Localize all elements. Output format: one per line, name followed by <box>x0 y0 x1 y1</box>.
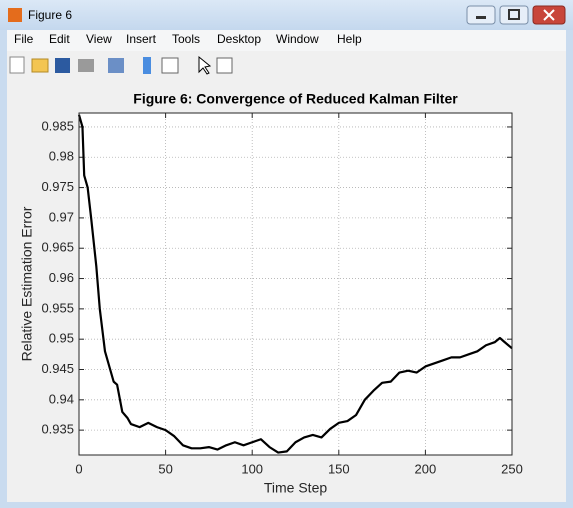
menu-item[interactable]: View <box>86 32 112 46</box>
property-icon[interactable] <box>216 57 233 74</box>
y-tick-label: 0.985 <box>41 118 74 133</box>
y-tick-label: 0.97 <box>49 209 74 224</box>
menu-bar <box>7 30 566 51</box>
y-tick-label: 0.98 <box>49 149 74 164</box>
close-icon <box>543 9 555 21</box>
y-tick-label: 0.945 <box>41 361 74 376</box>
x-tick-label: 150 <box>328 461 350 476</box>
menu-item[interactable]: Insert <box>126 32 157 46</box>
y-tick-label: 0.935 <box>41 422 74 437</box>
link-icon[interactable] <box>108 58 124 73</box>
print-icon[interactable] <box>78 59 94 72</box>
y-axis-label: Relative Estimation Error <box>19 206 35 361</box>
x-axis-label: Time Step <box>264 480 327 496</box>
maximize-button[interactable] <box>499 5 529 25</box>
legend-icon[interactable] <box>161 57 179 74</box>
new-icon[interactable] <box>9 56 25 74</box>
minimize-button[interactable] <box>466 5 496 25</box>
y-tick-label: 0.94 <box>49 391 74 406</box>
x-tick-label: 50 <box>158 461 172 476</box>
axes-box <box>78 112 513 456</box>
app-icon <box>8 8 22 22</box>
menu-item[interactable]: Help <box>337 32 362 46</box>
x-tick-label: 200 <box>415 461 437 476</box>
minimize-icon <box>476 16 486 19</box>
y-tick-label: 0.96 <box>49 270 74 285</box>
maximize-icon <box>508 9 520 20</box>
save-icon[interactable] <box>55 58 70 73</box>
y-tick-label: 0.975 <box>41 179 74 194</box>
x-tick-label: 0 <box>75 461 82 476</box>
data-line <box>77 114 513 454</box>
colorbar-icon[interactable] <box>143 57 151 74</box>
menu-item[interactable]: Tools <box>172 32 200 46</box>
window-title: Figure 6 <box>28 8 72 22</box>
menu-items: File Edit View Insert Tools Desktop Window Help <box>14 32 362 46</box>
y-tick-label: 0.965 <box>41 240 74 255</box>
y-tick-label: 0.95 <box>49 331 74 346</box>
toolbar-icons <box>9 55 233 75</box>
menu-item[interactable]: File <box>14 32 34 46</box>
x-tick-label: 100 <box>241 461 263 476</box>
toolbar <box>7 51 566 79</box>
open-icon[interactable] <box>31 58 49 73</box>
chart-title: Figure 6: Convergence of Reduced Kalman … <box>133 91 458 107</box>
menu-item[interactable]: Desktop <box>217 32 261 46</box>
plot: 0.935 0.94 0.945 0.95 0.955 0.96 0.965 0.97 0.97… <box>19 91 523 496</box>
menu-item[interactable]: Window <box>276 32 319 46</box>
y-tick-label: 0.955 <box>41 300 74 315</box>
axes-background <box>79 113 512 455</box>
x-tick-label: 250 <box>501 461 523 476</box>
menu-item[interactable]: Edit <box>49 32 70 46</box>
pointer-icon[interactable] <box>198 55 212 75</box>
